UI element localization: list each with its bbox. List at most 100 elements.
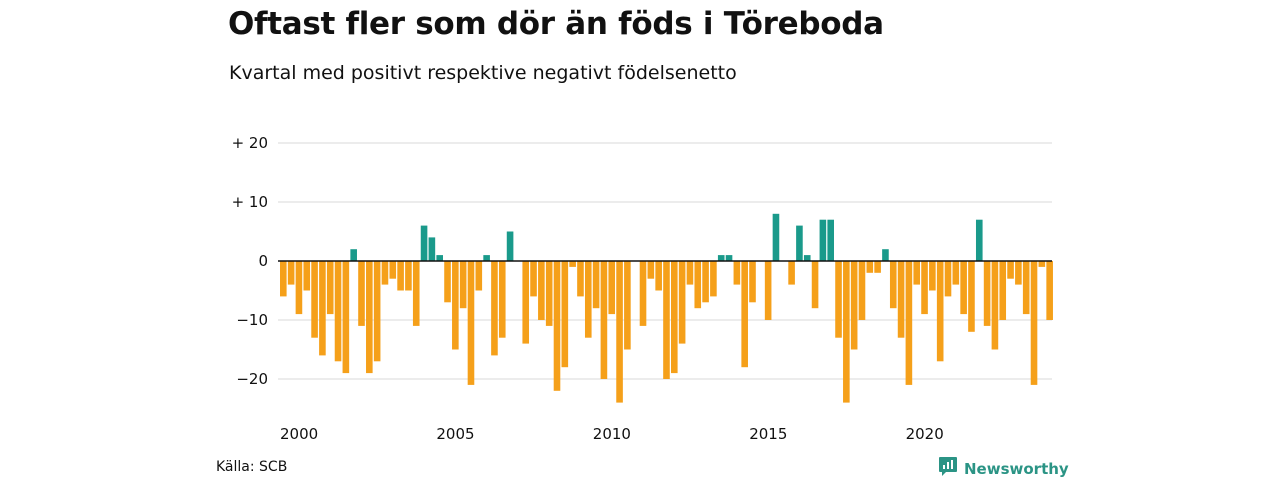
bar (569, 261, 576, 267)
bar (858, 261, 866, 320)
bar (373, 261, 381, 362)
y-tick-label: −20 (236, 370, 268, 388)
x-axis-ticks: 2000 2005 2010 2015 2020 (280, 425, 944, 443)
bar (538, 261, 545, 320)
bar (764, 261, 772, 320)
bar (1038, 261, 1046, 267)
bar (952, 261, 960, 285)
bar (1007, 261, 1014, 279)
chart-subtitle: Kvartal med positivt respektive negativt… (229, 62, 737, 84)
bar (663, 261, 670, 379)
bar (350, 249, 357, 261)
bar (1015, 261, 1022, 285)
bar (897, 261, 905, 338)
bar (686, 261, 694, 285)
bar (319, 261, 326, 356)
bar (342, 261, 350, 374)
bar (467, 261, 475, 385)
bar (694, 261, 702, 309)
bar (999, 261, 1007, 320)
bar (405, 261, 412, 291)
bar (280, 261, 287, 297)
bar (444, 261, 451, 303)
bar (827, 219, 834, 261)
y-tick-label: 0 (258, 252, 268, 270)
bar (929, 261, 936, 291)
y-tick-label: + 20 (232, 134, 268, 152)
x-tick-label: 2015 (749, 425, 787, 443)
x-tick-label: 2005 (436, 425, 474, 443)
bar (452, 261, 459, 350)
bar (522, 261, 530, 344)
bar (655, 261, 662, 291)
bar (326, 261, 334, 315)
bar (647, 261, 655, 279)
bar (428, 237, 436, 261)
bar (819, 219, 827, 261)
bar (678, 261, 686, 344)
bar (772, 213, 780, 261)
bar (397, 261, 404, 291)
bar (975, 219, 983, 261)
bar (788, 261, 795, 285)
bar (553, 261, 561, 391)
y-tick-label: + 10 (232, 193, 268, 211)
newsworthy-logo-icon (938, 456, 958, 481)
bar (671, 261, 678, 374)
bar (991, 261, 999, 350)
bar (381, 261, 389, 285)
bar (287, 261, 295, 285)
newsworthy-brand[interactable]: Newsworthy (938, 456, 1069, 481)
chart-title: Oftast fler som dör än föds i Töreboda (228, 6, 884, 42)
bar (725, 255, 733, 261)
bar (968, 261, 975, 332)
bar (436, 255, 443, 261)
bar (608, 261, 616, 315)
bar (749, 261, 756, 303)
bar (483, 255, 490, 261)
bar (498, 261, 506, 338)
bar (624, 261, 631, 350)
y-axis-ticks: + 20 + 10 0 −10 −20 (232, 134, 268, 388)
bar (366, 261, 373, 374)
bar (389, 261, 397, 279)
bar (616, 261, 623, 403)
grid-lines (278, 142, 1052, 380)
bar (717, 255, 725, 261)
bar (889, 261, 897, 309)
bar (358, 261, 365, 326)
bar (475, 261, 483, 291)
x-tick-label: 2000 (280, 425, 318, 443)
bar (491, 261, 498, 356)
bar (944, 261, 952, 297)
bar (530, 261, 537, 297)
bar (741, 261, 748, 368)
bar (850, 261, 858, 350)
bar (702, 261, 709, 303)
bar (874, 261, 881, 273)
bar (584, 261, 592, 338)
bar (936, 261, 944, 362)
bar (882, 249, 889, 261)
bar (545, 261, 553, 326)
bar (506, 231, 514, 261)
bar (866, 261, 874, 273)
bar (921, 261, 928, 315)
bar (311, 261, 318, 338)
source-note: Källa: SCB (216, 459, 288, 475)
bar (303, 261, 311, 291)
bar (983, 261, 991, 326)
bar (796, 225, 803, 261)
bar (835, 261, 842, 338)
bar (1022, 261, 1030, 315)
bar (913, 261, 921, 285)
bar (639, 261, 647, 326)
bar (295, 261, 303, 315)
bar (420, 225, 428, 261)
bar (960, 261, 967, 315)
bar (459, 261, 467, 309)
bar (803, 255, 811, 261)
bar (592, 261, 600, 309)
brand-name: Newsworthy (964, 459, 1069, 478)
